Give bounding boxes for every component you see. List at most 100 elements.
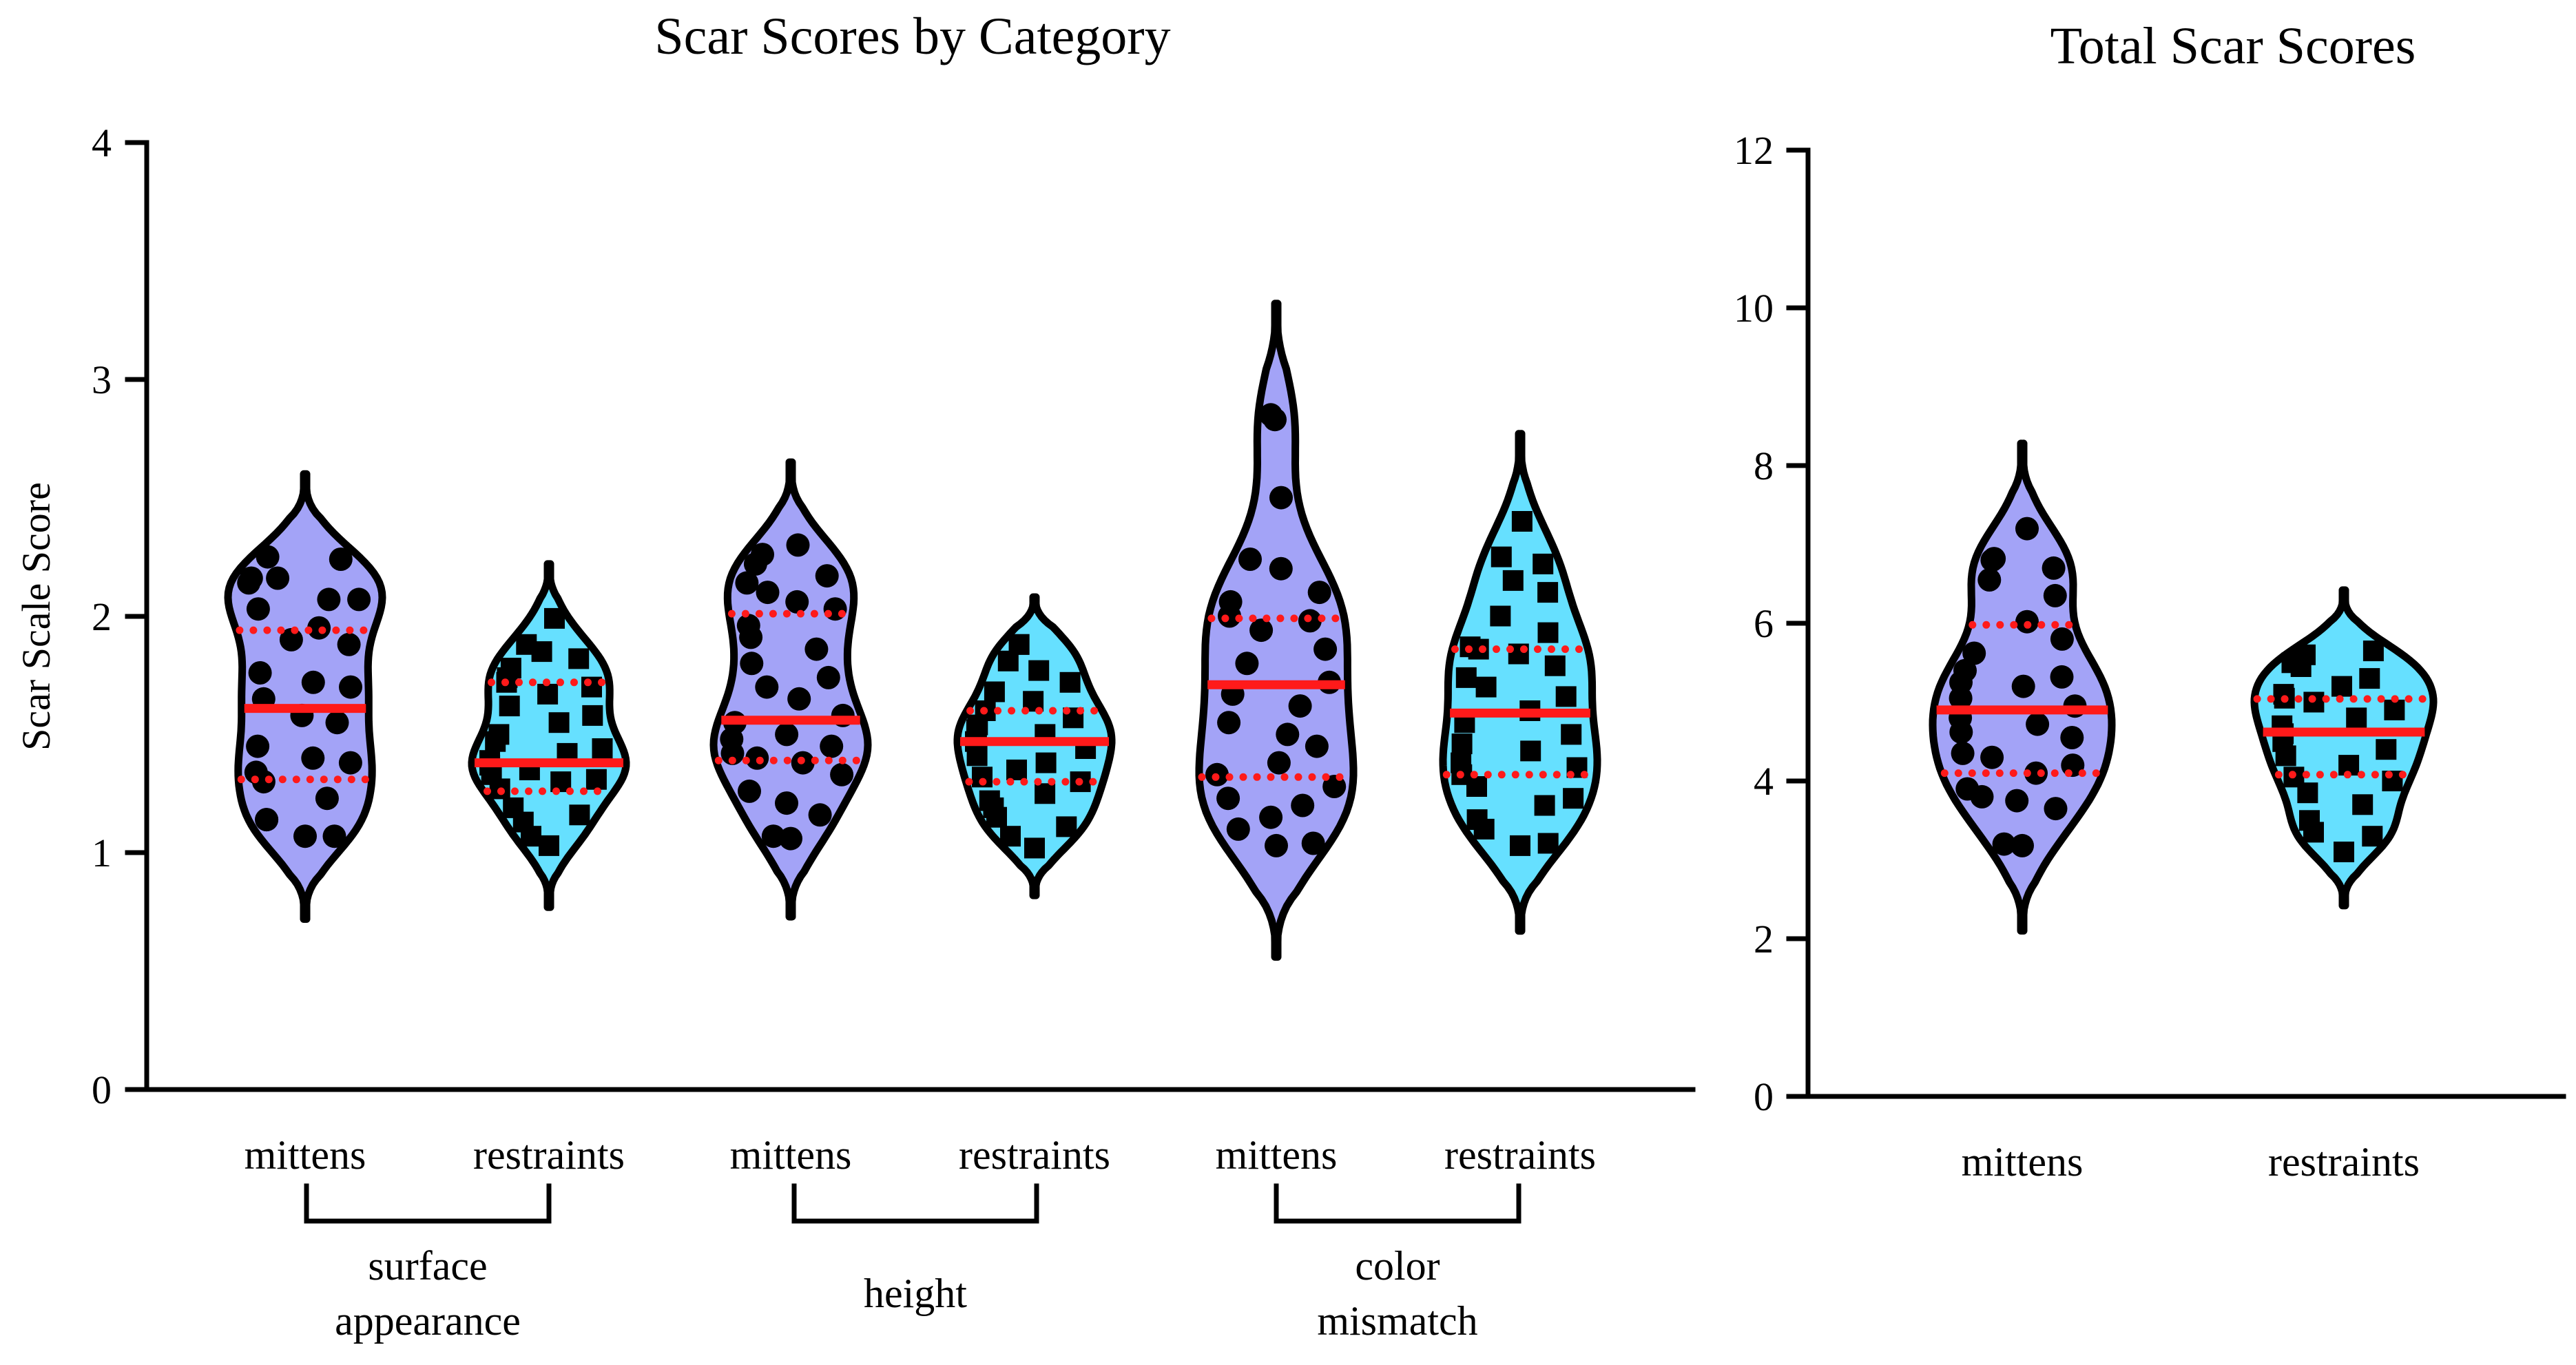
data-point: [1980, 745, 2004, 769]
data-point: [339, 675, 362, 699]
group-label-height: height: [864, 1271, 967, 1316]
data-point: [2359, 668, 2380, 689]
data-point: [1259, 805, 1283, 829]
data-point: [1307, 581, 1331, 605]
data-point: [736, 614, 760, 638]
data-point: [488, 724, 510, 745]
data-point: [592, 738, 613, 759]
data-point: [756, 581, 780, 605]
right-tick-label-6: 6: [1754, 601, 1774, 646]
left-tick-label-2: 2: [92, 594, 112, 639]
data-point: [322, 824, 346, 848]
data-point: [740, 652, 764, 676]
data-point: [1962, 641, 1986, 665]
data-point: [761, 824, 785, 848]
data-point: [279, 627, 303, 652]
group-label-surface-appearance-line1: surface: [368, 1243, 487, 1289]
data-point: [1982, 547, 2006, 571]
data-point: [808, 803, 832, 827]
data-point: [568, 648, 590, 669]
data-point: [499, 696, 520, 717]
category-label-mittens: mittens: [1216, 1132, 1338, 1178]
right-y-ticks: 0 2 4 6 8 10 12: [1734, 128, 1811, 1119]
violin-restraints: [468, 560, 630, 911]
data-point: [2011, 674, 2035, 698]
category-label-mittens: mittens: [245, 1132, 366, 1178]
right-tick-label-8: 8: [1754, 444, 1774, 488]
right-tick-label-4: 4: [1754, 759, 1774, 804]
category-label-mittens: mittens: [730, 1132, 852, 1178]
left-chart: Scar Scores by Category Scar Scale Score…: [14, 8, 1696, 1344]
right-tick-label-12: 12: [1734, 128, 1774, 173]
data-point: [1006, 759, 1027, 780]
data-point: [804, 637, 829, 661]
data-point: [1000, 826, 1021, 847]
data-point: [337, 632, 361, 656]
data-point: [255, 808, 279, 832]
data-point: [582, 705, 603, 726]
data-point: [503, 797, 524, 818]
right-tick-label-2: 2: [1754, 917, 1774, 961]
violin-restraints: [2250, 586, 2438, 910]
violin-mittens: [1929, 439, 2116, 935]
data-point: [537, 683, 559, 705]
data-point: [2042, 556, 2066, 580]
data-point: [2331, 676, 2352, 697]
data-point: [751, 543, 774, 567]
data-point: [325, 711, 349, 735]
data-point: [1235, 652, 1259, 676]
data-point: [1249, 618, 1274, 643]
data-point: [2050, 627, 2074, 651]
data-point: [544, 607, 565, 629]
data-point: [569, 804, 590, 826]
data-point: [248, 661, 272, 685]
data-point: [539, 835, 559, 856]
data-point: [738, 779, 761, 803]
data-point: [1291, 793, 1315, 817]
data-point: [1217, 711, 1241, 735]
data-point: [2005, 789, 2029, 813]
data-point: [338, 751, 362, 775]
data-point: [2060, 726, 2084, 749]
data-point: [1059, 671, 1081, 693]
data-point: [301, 746, 325, 770]
data-point: [1510, 835, 1530, 856]
data-point: [1218, 590, 1243, 614]
right-chart-title: Total Scar Scores: [2050, 17, 2416, 75]
data-point: [816, 665, 840, 689]
left-tick-label-0: 0: [92, 1067, 112, 1112]
data-point: [1238, 548, 1262, 571]
data-point: [815, 564, 839, 588]
left-category-labels: mittens restraints mittens restraints mi…: [245, 1132, 1596, 1178]
data-point: [830, 762, 854, 786]
data-point: [1056, 816, 1077, 837]
group-bracket-color-mismatch: [1274, 1183, 1521, 1224]
data-point: [2362, 640, 2384, 662]
data-point: [548, 712, 570, 733]
category-label-mittens: mittens: [1962, 1139, 2084, 1185]
group-bracket-height: [791, 1183, 1039, 1224]
data-point: [1563, 788, 1584, 809]
data-point: [2299, 810, 2320, 831]
category-label-restraints: restraints: [473, 1132, 625, 1178]
data-point: [1466, 809, 1488, 831]
data-point: [1451, 733, 1473, 755]
data-point: [2346, 707, 2367, 729]
group-bracket-surface-appearance: [304, 1183, 552, 1224]
data-point: [293, 824, 317, 848]
data-point: [239, 566, 263, 590]
category-label-restraints: restraints: [2268, 1139, 2420, 1185]
data-point: [585, 769, 607, 790]
data-point: [1502, 570, 1524, 591]
data-point: [500, 658, 521, 679]
data-point: [1035, 783, 1056, 804]
data-point: [1313, 637, 1338, 661]
data-point: [1992, 832, 2016, 856]
data-point: [1259, 403, 1282, 427]
violin-body: [1439, 430, 1601, 935]
data-point: [2362, 826, 2383, 847]
data-point: [1533, 553, 1554, 574]
left-tick-label-4: 4: [92, 121, 112, 165]
right-chart: Total Scar Scores 0 2 4 6 8 10 12 mitten…: [1734, 17, 2566, 1185]
